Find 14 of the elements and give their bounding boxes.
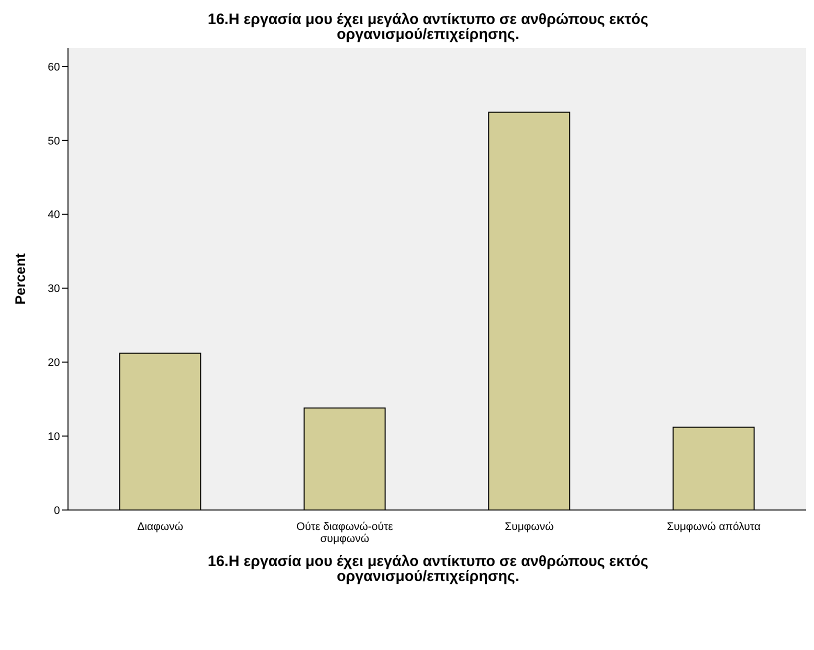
x-axis-title: 16.Η εργασία μου έχει μεγάλο αντίκτυπο σε ανθρώπους εκτός οργανισμού/επιχείρησης. (206, 553, 650, 585)
x-tick-label: Συμφωνώ απόλυτα (666, 521, 762, 533)
y-tick-label: 20 (48, 357, 60, 370)
y-tick-label: 10 (48, 430, 60, 443)
y-tick-label: 40 (48, 209, 60, 222)
x-tick-label: Συμφωνώ (504, 521, 554, 533)
chart-title: 16.Η εργασία μου έχει μεγάλο αντίκτυπο σε ανθρώπους εκτός οργανισμού/επιχείρησης. (206, 10, 650, 43)
y-axis-title: Percent (12, 252, 28, 305)
y-tick-label: 50 (48, 135, 60, 148)
x-tick-label: Διαφωνώ (137, 521, 184, 533)
y-tick-label: 0 (54, 504, 60, 517)
y-tick-label: 60 (48, 61, 60, 74)
y-tick-label: 30 (48, 283, 60, 296)
x-tick-label: Ούτε διαφωνώ-ούτε συμφωνώ (296, 521, 394, 545)
